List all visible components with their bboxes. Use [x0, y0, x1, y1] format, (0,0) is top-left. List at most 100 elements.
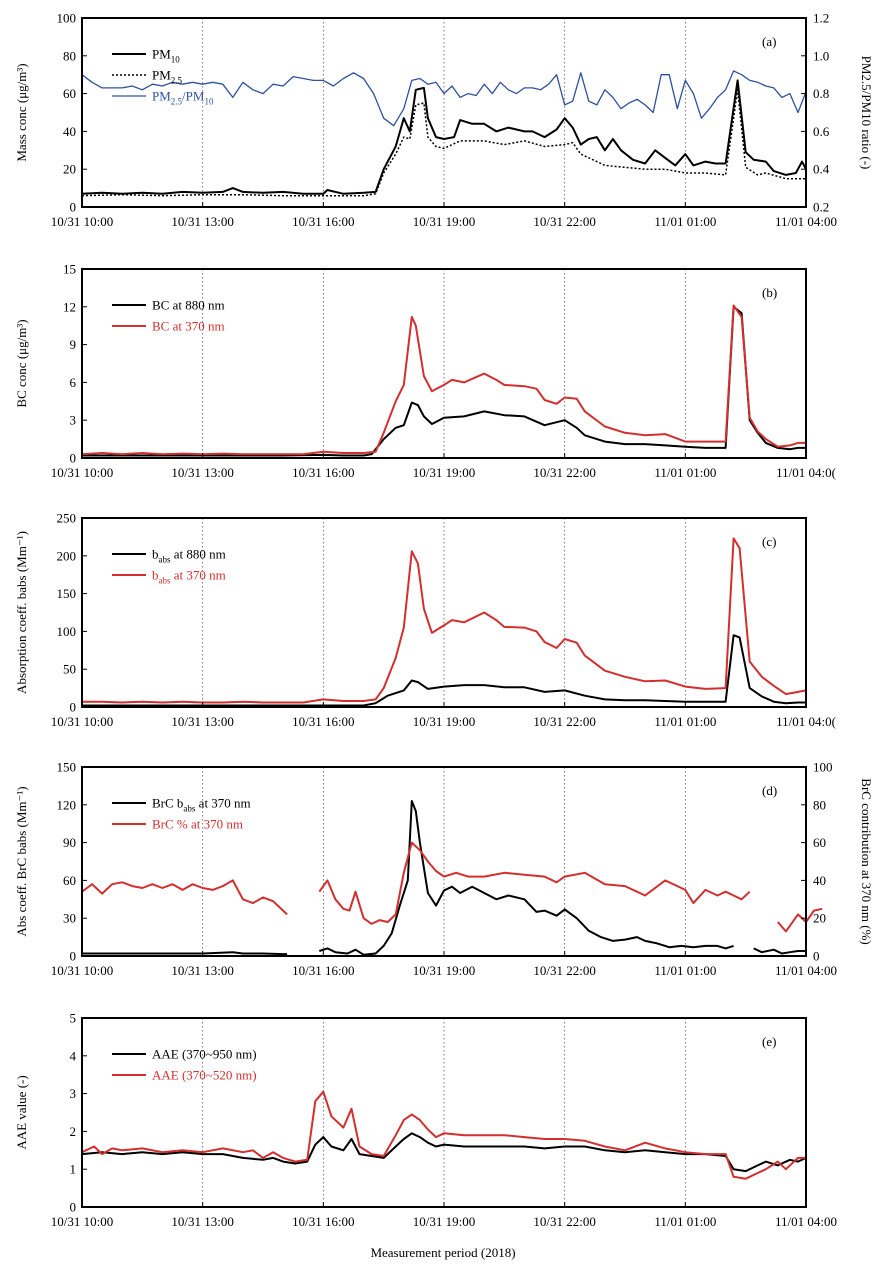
xtick-label-a-5: 11/01 01:00 — [654, 214, 716, 229]
ytick-label-a-1: 20 — [63, 162, 76, 177]
xtick-label-c-1: 10/31 13:00 — [171, 714, 233, 729]
ytick-right-label-a-2: 0.6 — [813, 124, 830, 139]
ytick-label-a-0: 0 — [70, 200, 77, 215]
legend-label-b-1: BC at 370 nm — [152, 319, 225, 334]
xtick-label-b-2: 10/31 16:00 — [292, 465, 354, 480]
chart-panel-c: 0 50 100 150 200 250 10/31 10:00 10/31 13:00 10/… — [14, 511, 836, 730]
xtick-label-e-6: 11/01 04:00 — [775, 1214, 837, 1229]
ytick-label-e-5: 5 — [70, 1011, 77, 1026]
ytick-label-a-3: 60 — [63, 86, 76, 101]
ytick-label-e-3: 3 — [70, 1086, 77, 1101]
series-line-a-2-0 — [81, 70, 807, 127]
legend-label-e-1: AAE (370~520 nm) — [152, 1068, 257, 1083]
series-line-b-1-0 — [81, 304, 806, 456]
xtick-label-d-0: 10/31 10:00 — [51, 963, 113, 978]
xtick-label-e-1: 10/31 13:00 — [171, 1214, 233, 1229]
ytick-label-b-5: 15 — [63, 262, 76, 277]
panel-label-d: (d) — [762, 783, 777, 798]
legend-label-a-0: PM10 — [152, 47, 180, 65]
xtick-label-b-5: 11/01 01:00 — [654, 465, 716, 480]
ytick-label-c-4: 200 — [57, 548, 77, 563]
series-line-c-1-0 — [82, 537, 807, 704]
chart-panel-a: 0 20 40 60 80 100 0.2 0.4 0.6 0.8 1.0 1.2 10/31 10:0… — [14, 11, 874, 230]
ytick-label-d-4: 120 — [57, 797, 77, 812]
ytick-label-b-3: 9 — [70, 337, 77, 352]
series-line-d-0-0 — [82, 951, 288, 956]
ytick-label-c-2: 100 — [57, 624, 77, 639]
xtick-label-c-4: 10/31 22:00 — [533, 714, 595, 729]
xtick-label-a-3: 10/31 19:00 — [413, 214, 475, 229]
ytick-label-b-1: 3 — [70, 413, 77, 428]
xtick-label-c-3: 10/31 19:00 — [413, 714, 475, 729]
xtick-label-e-5: 11/01 01:00 — [654, 1214, 716, 1229]
xtick-label-a-6: 11/01 04:00 — [775, 214, 837, 229]
chart-panel-b: 0 3 6 9 12 15 10/31 10:00 10/31 13:00 10/31 16:0… — [14, 262, 836, 481]
xtick-label-b-1: 10/31 13:00 — [171, 465, 233, 480]
xtick-label-d-5: 11/01 01:00 — [654, 963, 716, 978]
ytick-label-d-0: 0 — [70, 949, 77, 964]
ytick-right-label-d-3: 60 — [813, 835, 826, 850]
xtick-label-b-3: 10/31 19:00 — [413, 465, 475, 480]
series-line-d-1-0 — [81, 879, 288, 916]
ytick-right-label-a-1: 0.4 — [813, 162, 830, 177]
series-line-c-0-0 — [82, 634, 806, 707]
ytick-label-a-4: 80 — [63, 48, 76, 63]
panel-label-a: (a) — [762, 34, 776, 49]
ytick-label-a-5: 100 — [57, 11, 77, 26]
xtick-label-e-0: 10/31 10:00 — [51, 1214, 113, 1229]
xtick-label-b-4: 10/31 22:00 — [533, 465, 595, 480]
xtick-label-c-2: 10/31 16:00 — [292, 714, 354, 729]
ytick-label-e-0: 0 — [70, 1200, 77, 1215]
ytick-label-d-1: 30 — [63, 911, 76, 926]
legend-label-d-1: BrC % at 370 nm — [152, 817, 243, 832]
figure-x-axis-label: Measurement period (2018) — [370, 1245, 515, 1260]
ytick-label-d-2: 60 — [63, 873, 76, 888]
panel-label-e: (e) — [762, 1034, 776, 1049]
y-axis-label-a: Mass conc (μg/m³) — [14, 63, 29, 161]
ytick-label-b-4: 12 — [63, 299, 76, 314]
legend-label-d-0: BrC babs at 370 nm — [152, 796, 251, 814]
panel-label-b: (b) — [762, 285, 777, 300]
xtick-label-c-6: 11/01 04:0( — [776, 714, 836, 729]
ytick-right-label-d-4: 80 — [813, 797, 826, 812]
xtick-label-c-5: 11/01 01:00 — [654, 714, 716, 729]
ytick-right-label-a-0: 0.2 — [813, 200, 829, 215]
legend-label-c-1: babs at 370 nm — [152, 568, 226, 586]
xtick-label-c-0: 10/31 10:00 — [51, 714, 113, 729]
ytick-label-c-3: 150 — [57, 586, 77, 601]
ytick-label-e-4: 4 — [70, 1048, 77, 1063]
ytick-label-b-0: 0 — [70, 451, 77, 466]
y-axis-label-d: Abs coeff. BrC babs (Mm⁻¹) — [14, 786, 29, 936]
series-line-e-1-0 — [81, 1090, 806, 1180]
legend-label-e-0: AAE (370~950 nm) — [152, 1047, 257, 1062]
xtick-label-d-3: 10/31 19:00 — [413, 963, 475, 978]
ytick-label-e-1: 1 — [70, 1162, 77, 1177]
legend-label-b-0: BC at 880 nm — [152, 298, 225, 313]
series-line-d-0-1 — [318, 800, 734, 956]
series-line-d-1-1 — [318, 841, 751, 925]
xtick-label-b-0: 10/31 10:00 — [51, 465, 113, 480]
ytick-label-d-3: 90 — [63, 835, 76, 850]
ytick-right-label-a-3: 0.8 — [813, 86, 829, 101]
legend-label-a-2: PM2.5/PM10 — [152, 89, 214, 107]
ytick-label-e-2: 2 — [70, 1124, 77, 1139]
ytick-label-a-2: 40 — [63, 124, 76, 139]
xtick-label-a-2: 10/31 16:00 — [292, 214, 354, 229]
series-line-d-0-2 — [753, 947, 806, 955]
y-axis-label-right-a: PM2.5/PM10 ratio (-) — [859, 56, 874, 170]
ytick-label-c-1: 50 — [63, 662, 76, 677]
ytick-right-label-a-5: 1.2 — [813, 11, 829, 26]
ytick-label-c-5: 250 — [57, 511, 77, 526]
xtick-label-d-6: 11/01 04:00 — [775, 963, 837, 978]
chart-panel-e: 0 1 2 3 4 5 10/31 10:00 10/31 13:00 10/31 16:00 1… — [14, 1011, 837, 1230]
xtick-label-d-4: 10/31 22:00 — [533, 963, 595, 978]
ytick-label-c-0: 0 — [70, 700, 77, 715]
xtick-label-a-4: 10/31 22:00 — [533, 214, 595, 229]
xtick-label-a-1: 10/31 13:00 — [171, 214, 233, 229]
ytick-right-label-d-5: 100 — [813, 760, 833, 775]
xtick-label-a-0: 10/31 10:00 — [51, 214, 113, 229]
chart-panel-d: 0 30 60 90 120 150 0 20 40 60 80 100 10/31 10:00 10/3… — [14, 760, 874, 979]
y-axis-label-right-d: BrC contribution at 370 nm (%) — [859, 778, 874, 944]
xtick-label-d-2: 10/31 16:00 — [292, 963, 354, 978]
